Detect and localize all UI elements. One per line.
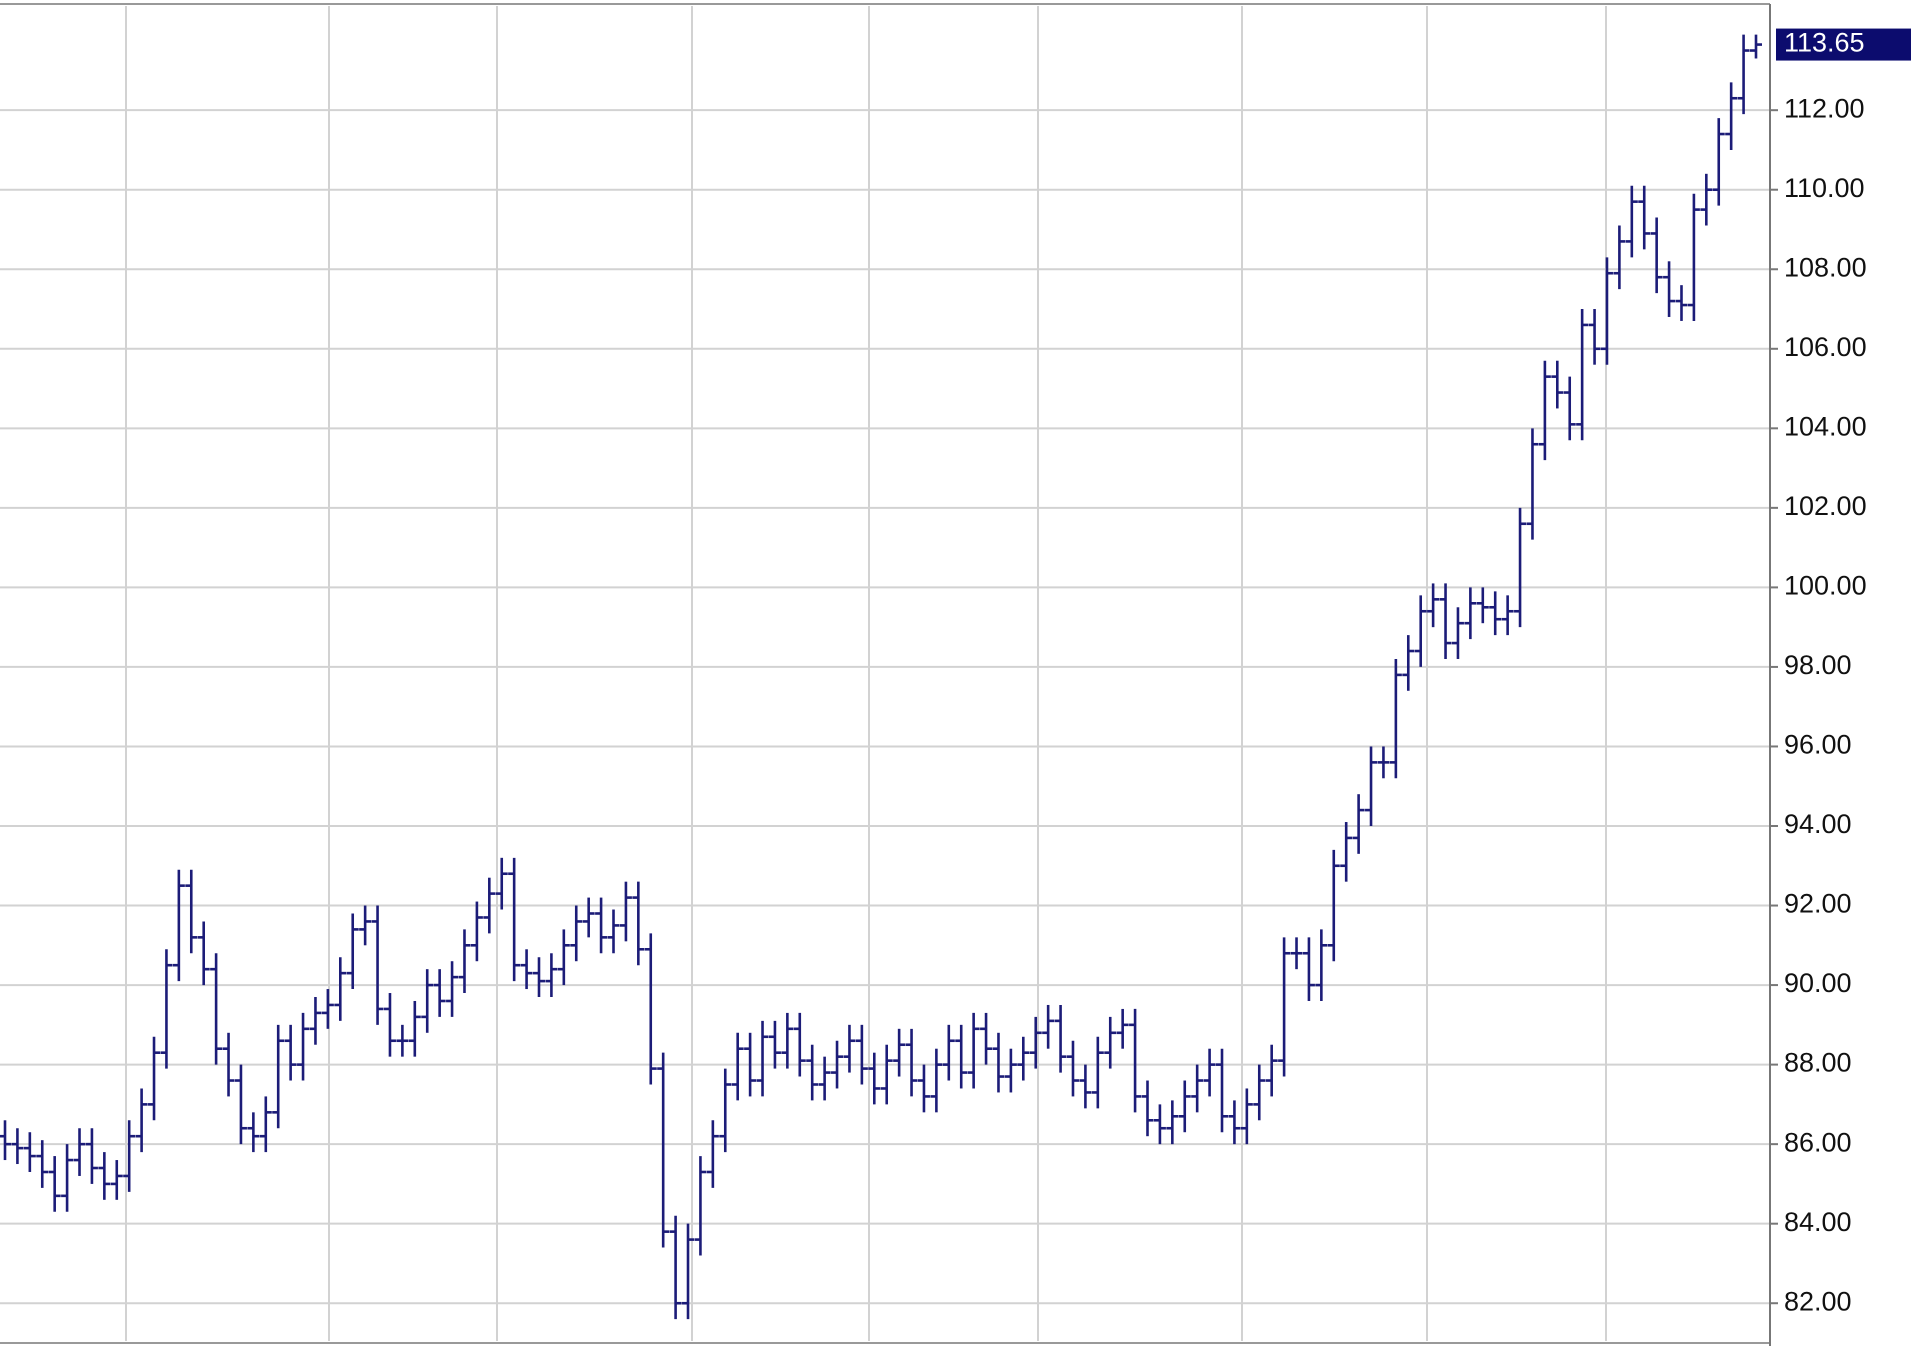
price-bars [0, 34, 1762, 1320]
y-tick-label: 98.00 [1784, 650, 1852, 680]
y-tick-label: 90.00 [1784, 968, 1852, 998]
y-tick-label: 110.00 [1784, 173, 1865, 203]
y-tick-label: 112.00 [1784, 93, 1865, 123]
y-tick-label: 106.00 [1784, 332, 1867, 362]
y-tick-label: 86.00 [1784, 1127, 1852, 1157]
y-tick-label: 102.00 [1784, 491, 1867, 521]
y-tick-label: 94.00 [1784, 809, 1852, 839]
y-tick-label: 92.00 [1784, 889, 1852, 919]
y-tick-label: 96.00 [1784, 730, 1852, 760]
y-tick-label: 104.00 [1784, 411, 1867, 441]
y-tick-label: 100.00 [1784, 571, 1867, 601]
y-tick-label: 84.00 [1784, 1207, 1852, 1237]
y-tick-label: 108.00 [1784, 252, 1867, 282]
y-tick-label: 82.00 [1784, 1286, 1852, 1316]
last-price-label: 113.65 [1784, 28, 1865, 58]
last-price-box [1776, 28, 1911, 61]
y-tick-label: 88.00 [1784, 1048, 1852, 1078]
vertical-grid [125, 6, 1607, 1341]
